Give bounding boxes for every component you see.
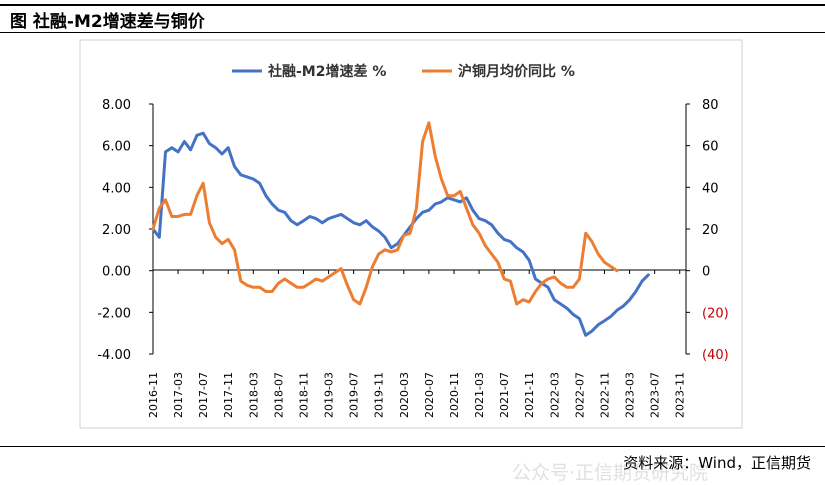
right-tick-label: 60 <box>702 140 719 155</box>
x-tick-label: 2021-11 <box>523 372 536 418</box>
x-tick-label: 2019-11 <box>373 372 386 418</box>
x-tick-label: 2023-07 <box>649 372 662 418</box>
series-line-tsf-m2 <box>151 131 650 337</box>
right-tick-label: (40) <box>702 348 729 363</box>
right-tick-label: 20 <box>702 223 719 238</box>
x-tick-label: 2020-03 <box>398 372 411 418</box>
top-rule <box>0 4 825 6</box>
chart-frame <box>79 39 743 429</box>
left-tick-label: -4.00 <box>97 348 131 363</box>
x-tick-label: 2023-11 <box>674 372 687 418</box>
legend-label-tsf-m2: 社融-M2增速差 % <box>267 63 386 80</box>
right-tick-label: 0 <box>702 265 710 280</box>
x-tick-label: 2018-11 <box>297 372 310 418</box>
x-tick-label: 2017-11 <box>222 372 235 418</box>
legend: 社融-M2增速差 % 沪铜月均价同比 % <box>232 63 575 80</box>
x-tick-label: 2020-11 <box>448 372 461 418</box>
x-tick-label: 2022-03 <box>548 372 561 418</box>
right-tick-label: 40 <box>702 181 719 196</box>
left-tick-label: 2.00 <box>102 223 131 238</box>
left-tick-label: 0.00 <box>102 265 131 280</box>
x-tick-label: 2017-07 <box>197 372 210 418</box>
x-tick-label: 2017-03 <box>172 372 185 418</box>
x-tick-label: 2021-03 <box>473 372 486 418</box>
x-tick-label: 2020-07 <box>423 372 436 418</box>
x-tick-label: 2022-07 <box>573 372 586 418</box>
x-tick-label: 2019-07 <box>348 372 361 418</box>
axes: 8.00 6.00 4.00 2.00 0.00 -2.00 -4.00 80 60 40 20 0 (… <box>97 98 728 418</box>
x-tick-label: 2016-11 <box>147 372 160 418</box>
x-tick-label: 2018-07 <box>272 372 285 418</box>
x-tick-label: 2023-03 <box>624 372 637 418</box>
left-tick-label: 6.00 <box>102 140 131 155</box>
title-rule <box>0 32 825 33</box>
right-tick-label: 80 <box>702 98 719 113</box>
series-line-copper <box>151 121 619 306</box>
x-tick-label: 2019-03 <box>323 372 336 418</box>
legend-label-copper: 沪铜月均价同比 % <box>458 63 575 80</box>
x-tick-label: 2018-03 <box>247 372 260 418</box>
watermark-text: 公众号·正信期货研究院 <box>512 462 709 484</box>
x-tick-label: 2021-07 <box>498 372 511 418</box>
source-note: 资料来源：Wind，正信期货 <box>623 454 811 472</box>
left-tick-label: 8.00 <box>102 98 131 113</box>
page-title: 图 社融-M2增速差与铜价 <box>10 12 205 32</box>
left-tick-label: -2.00 <box>97 306 131 321</box>
bottom-rule <box>0 446 825 447</box>
line-chart: 社融-M2增速差 % 沪铜月均价同比 % 8.00 6.00 4.00 2.00 0.00… <box>79 39 743 429</box>
x-tick-label: 2022-11 <box>598 372 611 418</box>
right-tick-label: (20) <box>702 306 729 321</box>
series-lines <box>151 121 650 337</box>
left-tick-label: 4.00 <box>102 181 131 196</box>
